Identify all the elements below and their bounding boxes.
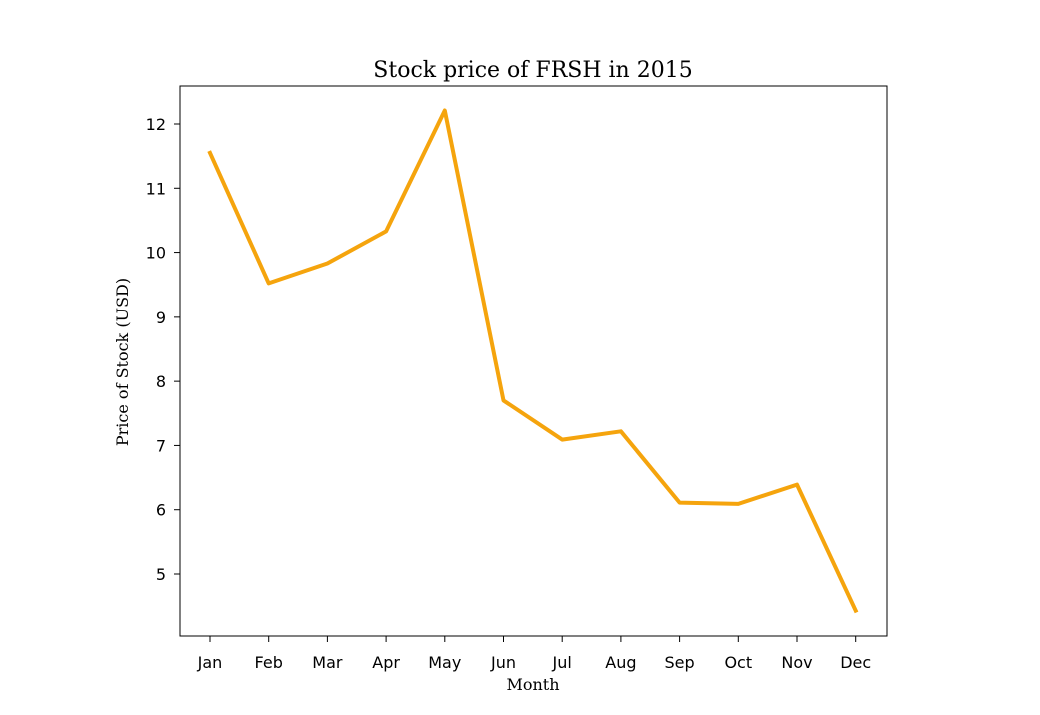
y-tick-label: 8 [156,372,166,391]
x-tick-label: Mar [312,653,343,672]
y-tick-label: 7 [156,436,166,455]
y-tick-label: 10 [146,244,166,263]
series-line [207,108,859,614]
y-tick-label: 9 [156,308,166,327]
y-tick-label: 6 [156,501,166,520]
x-tick-label: May [428,653,461,672]
x-axis-label: Month [506,675,559,694]
y-tick-label: 5 [156,565,166,584]
x-tick-label: Apr [372,653,400,672]
x-tick-label: Oct [724,653,752,672]
x-tick-label: Sep [665,653,695,672]
x-tick-label: Nov [781,653,812,672]
plot-area: 5 6 7 8 9 10 11 12 Jan Feb Mar Apr May Jun Jul Aug Sep Oc… [146,85,888,672]
y-tick-label: 12 [146,115,166,134]
x-tick-label: Feb [255,653,283,672]
x-tick-label: Jul [552,653,572,672]
y-tick-label: 11 [146,179,166,198]
x-tick-label: Aug [605,653,636,672]
plot-frame [179,85,888,637]
y-axis-label: Price of Stock (USD) [113,278,132,446]
x-tick-label: Dec [840,653,871,672]
chart-title: Stock price of FRSH in 2015 [373,58,692,83]
x-tick-label: Jun [490,653,516,672]
x-tick-label: Jan [197,653,223,672]
